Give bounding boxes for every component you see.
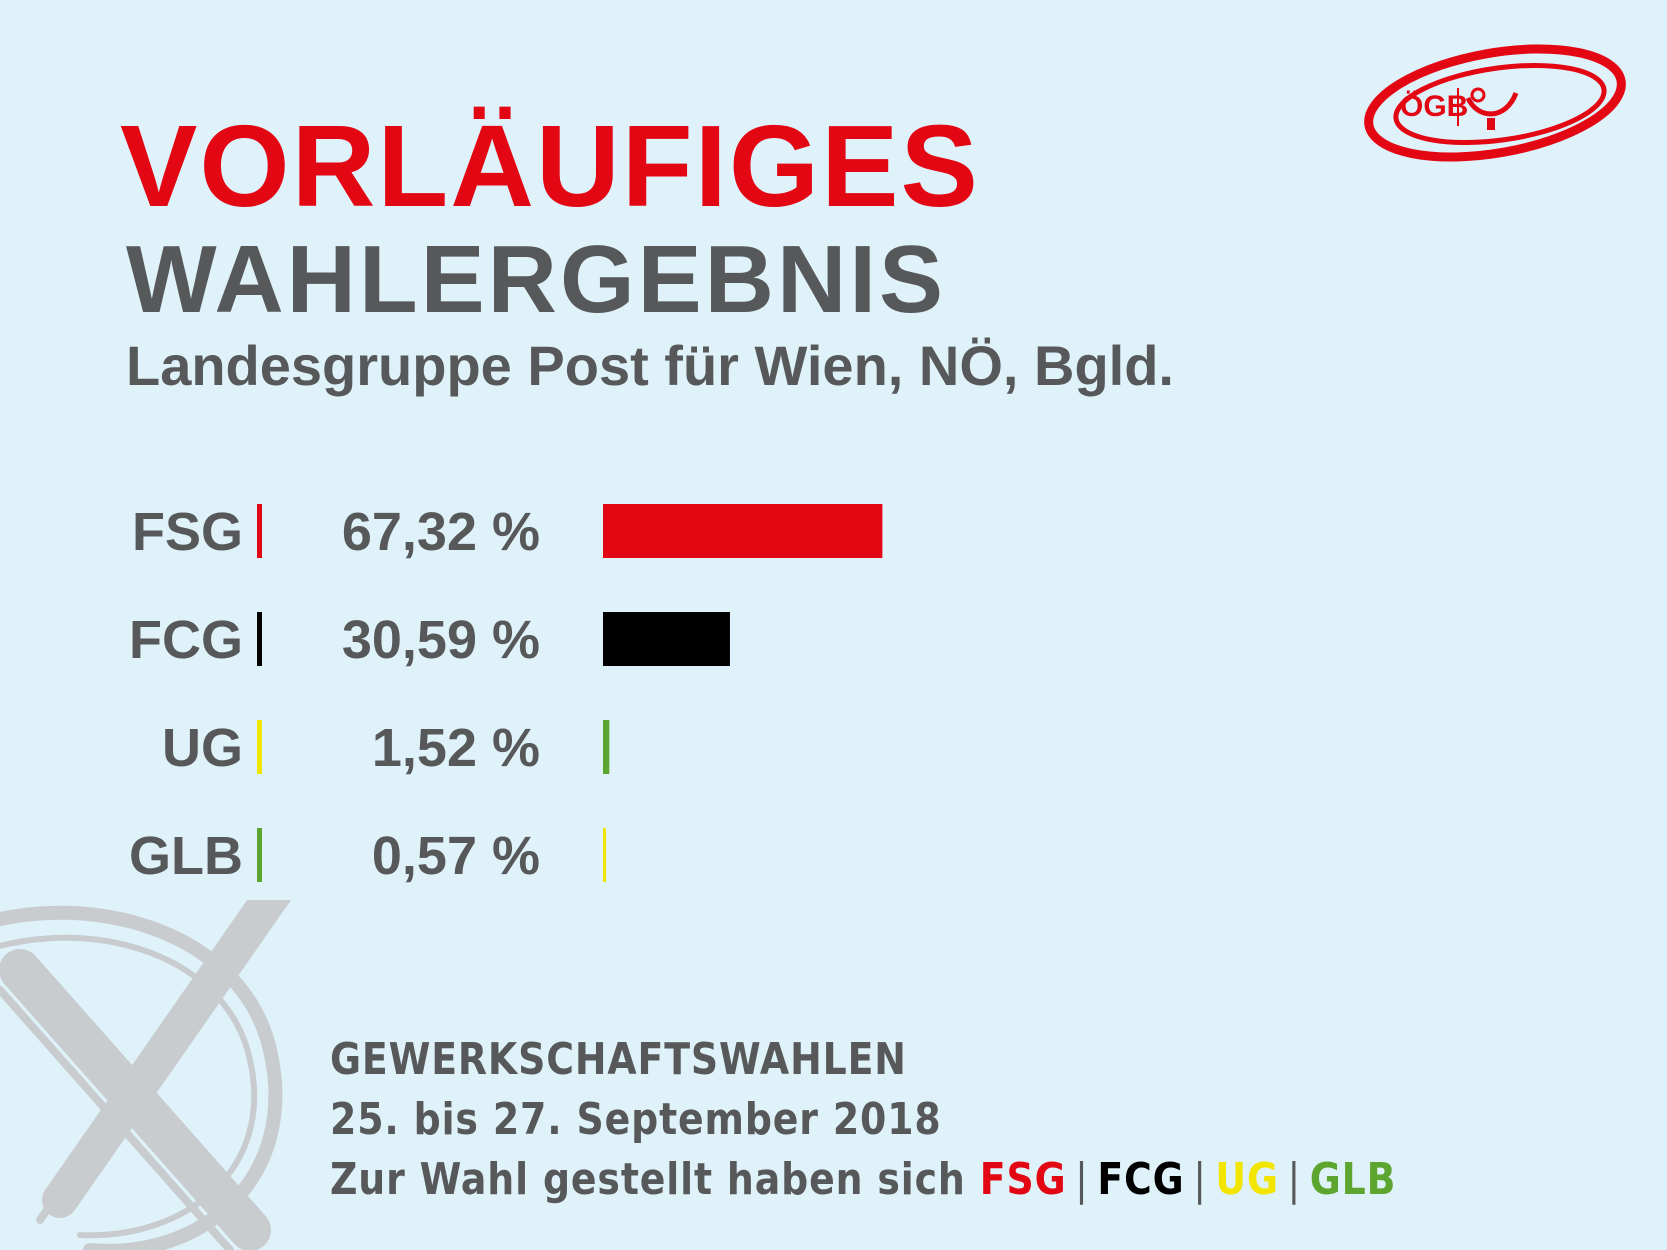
bar: [603, 828, 606, 882]
page-subheading: Landesgruppe Post für Wien, NÖ, Bgld.: [126, 334, 1174, 397]
party-name-fcg: FCG: [1097, 1154, 1185, 1205]
category-divider: [257, 828, 262, 882]
results-bar-chart: FSG 67,32 % FCG 30,59 % UG 1,52 % GLB 0,57 %: [129, 502, 883, 886]
footer-line-3: Zur Wahl gestellt haben sich FSG | FCG | UG |…: [330, 1150, 1396, 1210]
value-label: 1,52 %: [372, 718, 540, 778]
category-label: UG: [162, 718, 243, 778]
bar: [603, 504, 883, 558]
party-separator: |: [1287, 1154, 1302, 1205]
party-separator: |: [1193, 1154, 1207, 1205]
value-label: 67,32 %: [342, 502, 540, 562]
bar: [603, 720, 610, 774]
party-separator: |: [1075, 1154, 1089, 1205]
page-title: VORLÄUFIGES: [120, 101, 980, 231]
footer: GEWERKSCHAFTSWAHLEN 25. bis 27. Septembe…: [330, 1030, 1396, 1210]
party-name-glb: GLB: [1309, 1154, 1397, 1205]
bar: [603, 612, 730, 666]
party-name-ug: UG: [1215, 1154, 1279, 1205]
category-label: GLB: [129, 826, 243, 886]
party-list: FSG | FCG | UG | GLB: [980, 1154, 1397, 1205]
category-divider: [257, 612, 262, 666]
page-subtitle: WAHLERGEBNIS: [126, 226, 947, 333]
footer-prefix: Zur Wahl gestellt haben sich: [330, 1154, 966, 1205]
category-divider: [257, 720, 262, 774]
oegb-post-logo: ÖGB: [1364, 44, 1626, 162]
party-name-fsg: FSG: [979, 1154, 1067, 1205]
footer-line-2: 25. bis 27. September 2018: [330, 1094, 942, 1145]
category-label: FSG: [132, 502, 243, 562]
value-label: 30,59 %: [342, 610, 540, 670]
logo-text: ÖGB: [1400, 90, 1468, 123]
footer-line-1: GEWERKSCHAFTSWAHLEN: [330, 1034, 907, 1085]
category-label: FCG: [129, 610, 243, 670]
category-divider: [257, 504, 262, 558]
value-label: 0,57 %: [372, 826, 540, 886]
ballot-cross-icon: [0, 900, 292, 1250]
